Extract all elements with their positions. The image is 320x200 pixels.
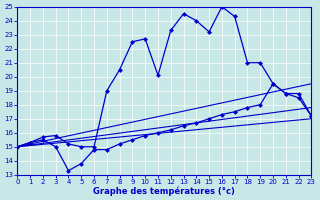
X-axis label: Graphe des températures (°c): Graphe des températures (°c) bbox=[93, 186, 235, 196]
